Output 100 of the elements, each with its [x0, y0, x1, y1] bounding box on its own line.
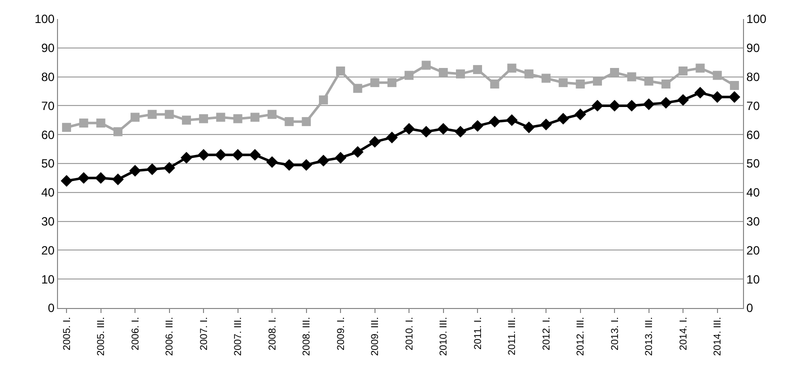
x-tick-label: 2010. I.: [404, 317, 416, 350]
point: [62, 122, 72, 132]
x-tick-label: 2006. III.: [164, 317, 176, 356]
point: [677, 94, 689, 106]
point: [353, 84, 362, 93]
x-tick-label: 2007. III.: [233, 317, 244, 356]
y2-tick-label: 80: [746, 70, 760, 84]
point: [473, 65, 482, 74]
point: [422, 60, 431, 70]
point: [233, 114, 242, 124]
point: [300, 159, 312, 171]
point: [696, 64, 705, 73]
point: [164, 110, 174, 119]
point: [94, 172, 107, 184]
point: [232, 148, 244, 161]
point: [438, 68, 448, 77]
point: [163, 162, 176, 174]
y2-tick-label: 60: [746, 128, 760, 142]
x-tick-label: 2008. I.: [267, 317, 278, 350]
x-tick-label: 2007. I.: [198, 317, 210, 350]
point: [268, 110, 277, 119]
point: [250, 112, 260, 122]
point: [336, 66, 346, 76]
point: [283, 159, 296, 171]
x-tick-label: 2009. III.: [370, 317, 382, 356]
point: [523, 122, 535, 134]
point: [592, 100, 604, 112]
x-tick-label: 2010. III.: [438, 317, 450, 356]
y-tick-label: 10: [41, 272, 55, 286]
point: [334, 152, 346, 164]
point: [199, 114, 208, 124]
y-tick-label: 60: [41, 128, 55, 142]
point: [216, 112, 226, 122]
point: [387, 78, 396, 88]
y-tick-label: 0: [48, 301, 55, 316]
x-tick-label: 2014. III.: [712, 317, 724, 356]
y2-tick-label: 90: [746, 41, 760, 56]
point: [318, 95, 328, 104]
point: [506, 114, 518, 126]
point: [490, 80, 500, 89]
point: [574, 108, 586, 120]
point: [113, 127, 122, 136]
point: [318, 154, 330, 166]
point: [678, 66, 688, 76]
y-tick-label: 50: [41, 156, 55, 171]
y2-tick-label: 0: [746, 301, 754, 316]
point: [507, 64, 516, 73]
point: [420, 126, 432, 138]
y-tick-label: 70: [41, 98, 55, 113]
x-tick-label: 2011. I.: [472, 317, 484, 350]
x-tick-label: 2012. III.: [576, 317, 587, 356]
point: [386, 132, 398, 144]
x-tick-label: 2012. I.: [541, 317, 552, 350]
point: [626, 100, 638, 112]
point: [558, 78, 568, 88]
point: [266, 156, 278, 168]
x-tick-label: 2013. III.: [644, 317, 656, 356]
point: [198, 148, 210, 161]
y2-tick-label: 100: [746, 12, 767, 26]
point: [129, 164, 141, 177]
y2-tick-label: 70: [746, 98, 760, 113]
point: [472, 120, 484, 132]
x-tick-label: 2013. I.: [610, 317, 621, 350]
point: [730, 80, 739, 90]
y2-tick-label: 40: [746, 186, 760, 200]
point: [60, 174, 72, 187]
point: [78, 172, 90, 184]
point: [661, 80, 670, 89]
point: [368, 136, 381, 148]
point: [488, 116, 501, 128]
y2-tick-label: 50: [746, 156, 760, 171]
point: [79, 118, 88, 128]
point: [557, 112, 570, 125]
point: [610, 68, 620, 77]
y-tick-label: 90: [41, 41, 55, 56]
point: [352, 146, 364, 158]
x-tick-label: 2014. I.: [678, 317, 690, 350]
point: [711, 91, 724, 103]
point: [660, 96, 672, 109]
point: [712, 70, 722, 80]
x-tick-label: 2009. I.: [336, 317, 347, 350]
point: [403, 122, 415, 135]
point: [642, 98, 655, 110]
point: [182, 116, 191, 125]
x-tick-label: 2011. III.: [507, 317, 518, 356]
y-tick-label: 80: [41, 70, 55, 84]
point: [130, 112, 140, 122]
y2-tick-label: 20: [746, 243, 760, 258]
point: [302, 117, 311, 126]
point: [148, 110, 157, 119]
point: [576, 80, 585, 89]
point: [608, 100, 620, 112]
point: [592, 76, 602, 86]
point: [112, 174, 124, 186]
point: [694, 86, 706, 99]
point: [370, 78, 380, 88]
y-tick-label: 20: [41, 243, 55, 258]
point: [644, 76, 654, 86]
point: [146, 163, 158, 176]
x-tick-label: 2005. III.: [96, 317, 108, 356]
